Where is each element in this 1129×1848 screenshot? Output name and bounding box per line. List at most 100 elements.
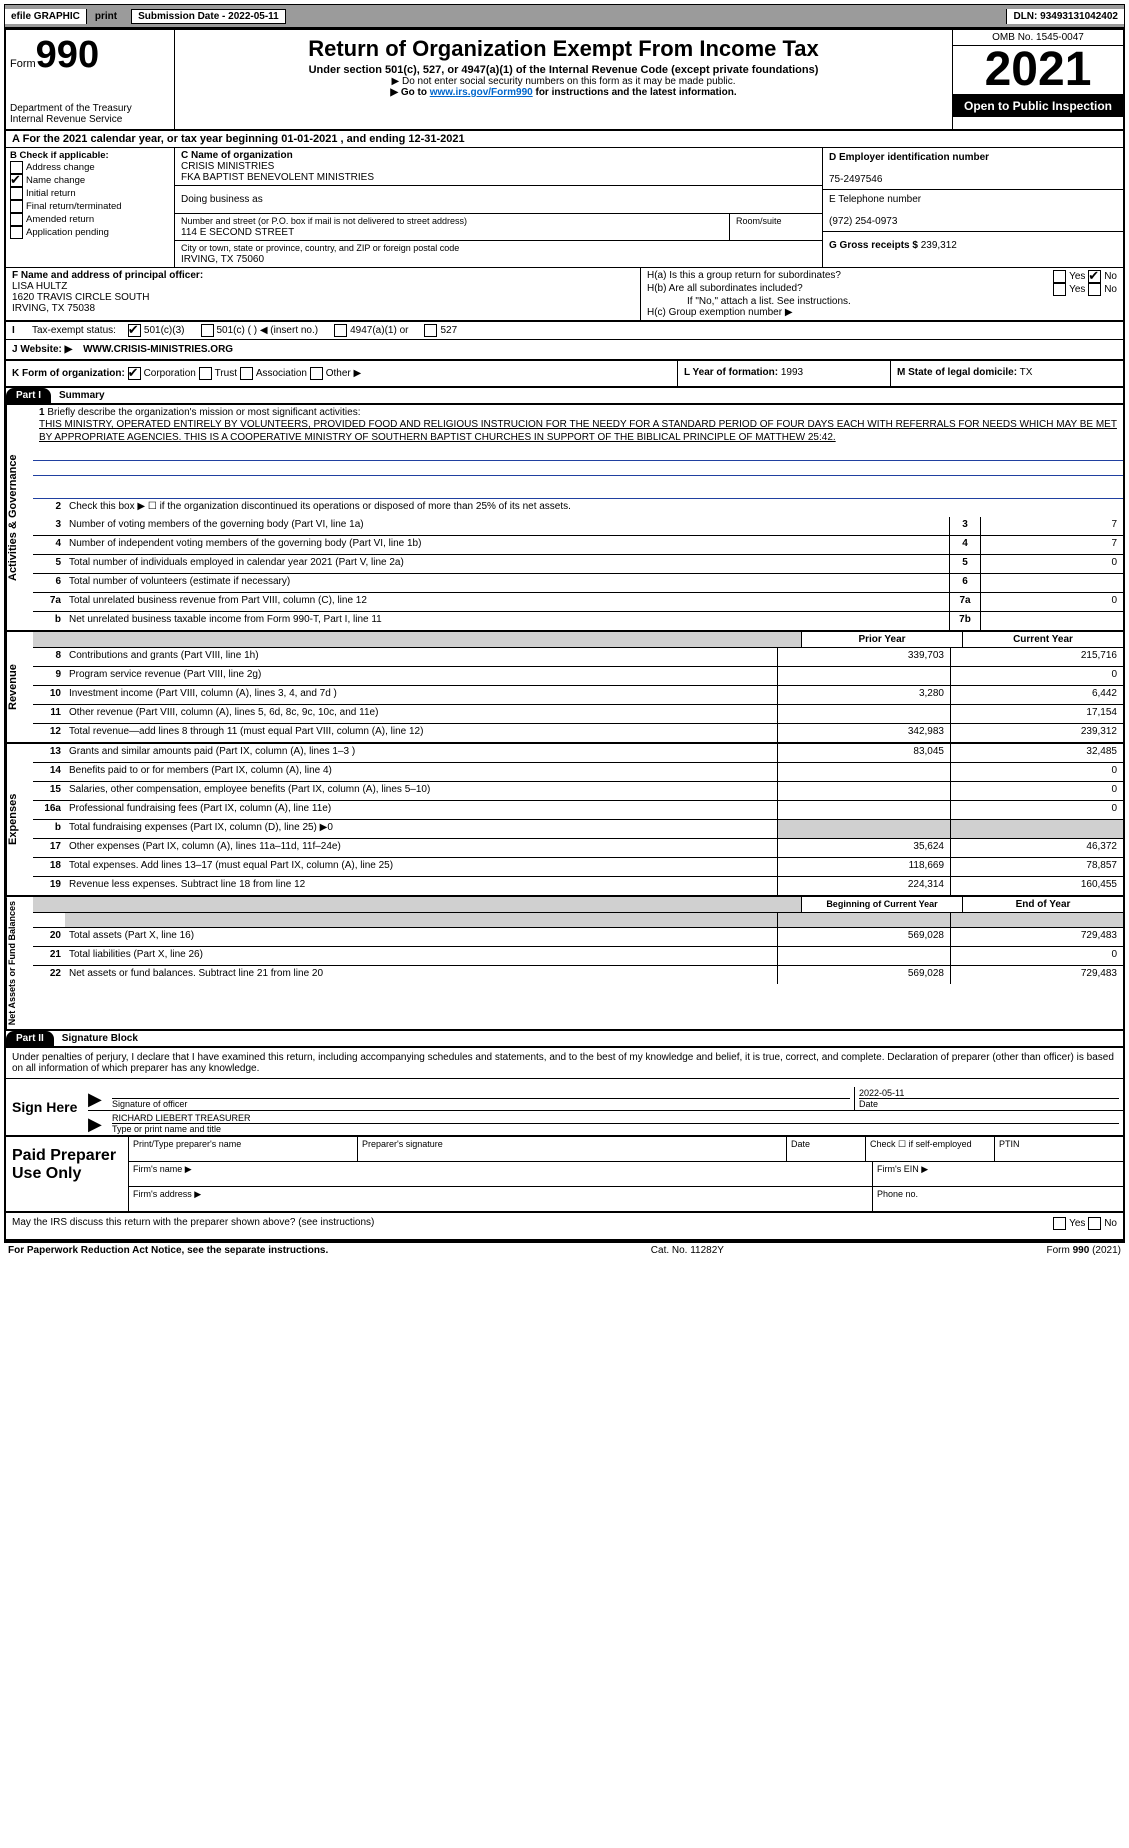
a-end: 12-31-2021	[408, 133, 464, 145]
chk-other[interactable]	[310, 367, 323, 380]
chk-4947[interactable]	[334, 324, 347, 337]
submission-date-button[interactable]: Submission Date - 2022-05-11	[131, 9, 286, 24]
form-header: Form990 Department of the Treasury Inter…	[6, 30, 1123, 131]
phone-label: Phone no.	[873, 1187, 1123, 1211]
discuss-no[interactable]	[1088, 1217, 1101, 1230]
rule3	[33, 476, 1123, 499]
sig-name-title: RICHARD LIEBERT TREASURER	[112, 1113, 251, 1123]
p15	[777, 782, 950, 800]
sign-here-block: Sign Here ▶ Signature of officer 2022-05…	[6, 1079, 1123, 1137]
l8: Contributions and grants (Part VIII, lin…	[65, 648, 777, 666]
chk-assoc[interactable]	[240, 367, 253, 380]
chk-501c[interactable]	[201, 324, 214, 337]
k-corp: Corporation	[144, 368, 196, 379]
chk-initial-return[interactable]	[10, 187, 23, 200]
street-label: Number and street (or P.O. box if mail i…	[181, 216, 467, 226]
p10: 3,280	[777, 686, 950, 704]
p8: 339,703	[777, 648, 950, 666]
c11: 17,154	[950, 705, 1123, 723]
chk-final-return[interactable]	[10, 200, 23, 213]
l12: Total revenue—add lines 8 through 11 (mu…	[65, 724, 777, 742]
officer-name: LISA HULTZ	[12, 281, 67, 292]
note-goto: ▶ Go to www.irs.gov/Form990 for instruct…	[181, 87, 946, 98]
city-value: IRVING, TX 75060	[181, 254, 264, 265]
org-name-2: FKA BAPTIST BENEVOLENT MINISTRIES	[181, 172, 374, 183]
k-label: K Form of organization:	[12, 368, 125, 379]
form-number: Form990	[10, 34, 170, 77]
e21: 0	[950, 947, 1123, 965]
m-label: M State of legal domicile:	[897, 367, 1017, 378]
hb-yes[interactable]	[1053, 283, 1066, 296]
l1-label: Briefly describe the organization's miss…	[47, 407, 360, 418]
part1-header: Part I Summary	[6, 388, 1123, 405]
sig-intro: Under penalties of perjury, I declare th…	[6, 1048, 1123, 1079]
open-to-public: Open to Public Inspection	[953, 95, 1123, 117]
chk-527[interactable]	[424, 324, 437, 337]
top-toolbar: efile GRAPHIC print Submission Date - 20…	[4, 4, 1125, 28]
print-button[interactable]: print	[87, 9, 125, 24]
l18: Total expenses. Add lines 13–17 (must eq…	[65, 858, 777, 876]
l10: Investment income (Part VIII, column (A)…	[65, 686, 777, 704]
chk-501c3[interactable]	[128, 324, 141, 337]
b-final: Final return/terminated	[26, 201, 122, 212]
b-name: Name change	[26, 175, 85, 186]
c9: 0	[950, 667, 1123, 685]
col-b: B Check if applicable: Address change Na…	[6, 148, 175, 267]
vtab-netassets: Net Assets or Fund Balances	[6, 897, 33, 1029]
m-val: TX	[1020, 367, 1033, 378]
rule2	[33, 461, 1123, 476]
no-label2: No	[1104, 284, 1117, 295]
note-ssn: ▶ Do not enter social security numbers o…	[181, 76, 946, 87]
chk-name-change[interactable]	[10, 174, 23, 187]
discuss-row: May the IRS discuss this return with the…	[6, 1213, 1123, 1241]
arrow-icon-2: ▶	[88, 1114, 108, 1135]
form-990-number: 990	[36, 34, 99, 76]
sig-date-val: 2022-05-11	[859, 1088, 904, 1098]
form-title: Return of Organization Exempt From Incom…	[181, 36, 946, 62]
v5: 0	[980, 555, 1123, 573]
paid-h2: Preparer's signature	[358, 1137, 787, 1161]
chk-application-pending[interactable]	[10, 226, 23, 239]
l21: Total liabilities (Part X, line 26)	[65, 947, 777, 965]
irs-link[interactable]: www.irs.gov/Form990	[430, 87, 533, 98]
dln-label: DLN: 93493131042402	[1006, 9, 1124, 24]
a-begin: 01-01-2021	[281, 133, 337, 145]
l2-text: Check this box ▶ ☐ if the organization d…	[65, 499, 1123, 517]
v7b	[980, 612, 1123, 630]
l9: Program service revenue (Part VIII, line…	[65, 667, 777, 685]
vtab-expenses: Expenses	[6, 744, 33, 895]
ha-no[interactable]	[1088, 270, 1101, 283]
i-4947: 4947(a)(1) or	[350, 325, 408, 336]
c8: 215,716	[950, 648, 1123, 666]
form-frame: Form990 Department of the Treasury Inter…	[4, 28, 1125, 1243]
sign-here-label: Sign Here	[6, 1079, 88, 1135]
arrow-icon: ▶	[88, 1089, 108, 1110]
officer-addr2: IRVING, TX 75038	[12, 303, 95, 314]
paid-h5: PTIN	[995, 1137, 1123, 1161]
hb-no[interactable]	[1088, 283, 1101, 296]
i-label: Tax-exempt status:	[32, 325, 116, 336]
chk-corp[interactable]	[128, 367, 141, 380]
yes-label: Yes	[1069, 271, 1085, 282]
line-j: J Website: ▶ WWW.CRISIS-MINISTRIES.ORG	[6, 340, 1123, 361]
c12: 239,312	[950, 724, 1123, 742]
l7b-text: Net unrelated business taxable income fr…	[65, 612, 949, 630]
l16b-pre: Total fundraising expenses (Part IX, col…	[69, 822, 327, 833]
b21	[777, 947, 950, 965]
footer-left: For Paperwork Reduction Act Notice, see …	[8, 1245, 328, 1256]
form-subtitle: Under section 501(c), 527, or 4947(a)(1)…	[181, 64, 946, 76]
c17: 46,372	[950, 839, 1123, 857]
l11: Other revenue (Part VIII, column (A), li…	[65, 705, 777, 723]
chk-trust[interactable]	[199, 367, 212, 380]
b-app: Application pending	[26, 227, 109, 238]
k-other: Other ▶	[326, 368, 361, 379]
net-section: Net Assets or Fund Balances Beginning of…	[6, 897, 1123, 1031]
b-addr: Address change	[26, 162, 95, 173]
part1-title: Summary	[51, 388, 113, 403]
chk-amended[interactable]	[10, 213, 23, 226]
l22: Net assets or fund balances. Subtract li…	[65, 966, 777, 984]
street-value: 114 E SECOND STREET	[181, 227, 294, 238]
p12: 342,983	[777, 724, 950, 742]
ha-yes[interactable]	[1053, 270, 1066, 283]
discuss-yes[interactable]	[1053, 1217, 1066, 1230]
